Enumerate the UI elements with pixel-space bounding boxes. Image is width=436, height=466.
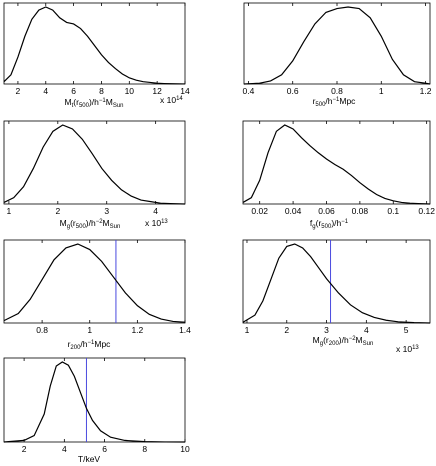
panel-4-tick-label: 0.08 [352, 206, 369, 216]
panel-1-xlabel: Mt(r500)/h−1MSun [65, 97, 124, 109]
panel-1-tick-label: 2 [16, 86, 21, 96]
panel-4-tick-label: 0.12 [418, 206, 435, 216]
panel-7-tick-labels: 2 4 6 8 10 [22, 444, 190, 454]
panel-6-tick-label: 2 [284, 325, 289, 335]
panel-5: 0.8 1 1.2 1.4 r200/h−1Mpc [3, 239, 191, 351]
panel-1-curve [3, 6, 186, 85]
panel-6-tick-label: 4 [364, 325, 369, 335]
panel-2-frame [243, 2, 431, 85]
panel-7-frame [3, 357, 186, 443]
panel-4-frame [242, 120, 431, 205]
panel-4-tick-label: 0.02 [251, 206, 268, 216]
panel-6-xlabel: Mg(r200)/h−2MSun [313, 335, 374, 347]
panel-5-tick-labels: 0.8 1 1.2 1.4 [36, 325, 191, 335]
panel-1-tick-label: 14 [180, 86, 190, 96]
panel-2: 0.4 0.6 0.8 1 1.2 r500/h−1Mpc [243, 2, 432, 108]
panel-4-tick-label: 0.04 [285, 206, 302, 216]
panel-6-exponent: x 1013 [396, 344, 419, 354]
panel-1-frame [3, 2, 186, 85]
panel-5-tick-label: 0.8 [36, 325, 48, 335]
panel-4-tick-label: 0.06 [318, 206, 335, 216]
panel-1-ticks [17, 3, 186, 84]
panel-6-tick-label: 1 [245, 325, 250, 335]
panel-3-tick-labels: 1 2 3 4 [7, 206, 159, 216]
panel-1-tick-label: 6 [71, 86, 76, 96]
panel-1-tick-labels: 2 4 6 8 10 12 14 [16, 86, 190, 96]
panel-6-ticks [246, 240, 407, 323]
panel-3-tick-label: 4 [153, 206, 158, 216]
panel-2-curve [243, 6, 431, 85]
panel-2-ticks [248, 3, 426, 84]
panel-7-tick-label: 8 [142, 444, 147, 454]
panel-1-tick-label: 8 [99, 86, 104, 96]
panel-4-tick-label: 0.1 [387, 206, 399, 216]
panel-4-ticks [259, 121, 428, 204]
panel-4-tick-labels: 0.02 0.04 0.06 0.08 0.1 0.12 [251, 206, 435, 216]
panel-7-curve [3, 361, 186, 443]
panel-3-tick-label: 2 [55, 206, 60, 216]
panel-5-ticks [41, 240, 186, 323]
panel-3-exponent: x 1013 [145, 218, 168, 228]
panel-5-xlabel: r200/h−1Mpc [68, 339, 112, 351]
panel-2-tick-label: 0.6 [287, 86, 299, 96]
panel-6-tick-labels: 1 2 3 4 5 [245, 325, 409, 335]
panel-7-xlabel: T/keV [78, 454, 101, 464]
panel-7: 2 4 6 8 10 T/keV [3, 357, 190, 464]
panel-3-curve [3, 124, 186, 205]
panel-3-ticks [8, 121, 157, 204]
panel-2-xlabel: r500/h−1Mpc [313, 96, 357, 108]
panel-3-frame [3, 120, 186, 205]
panel-7-ticks [23, 358, 186, 442]
panel-1-tick-label: 10 [125, 86, 135, 96]
panel-2-tick-label: 1.2 [420, 86, 432, 96]
panel-1-tick-label: 4 [43, 86, 48, 96]
panel-7-tick-label: 4 [62, 444, 67, 454]
panel-5-curve [3, 243, 186, 323]
panel-4-curve [242, 124, 431, 205]
panel-6-frame [242, 239, 431, 324]
panel-6-curve [242, 243, 431, 324]
panel-7-tick-label: 6 [102, 444, 107, 454]
panel-1-exponent: x 1014 [160, 95, 183, 105]
panel-7-tick-label: 2 [22, 444, 27, 454]
panel-3-xlabel: Mg(r500)/h−2MSun [60, 218, 121, 230]
panel-2-tick-label: 0.8 [331, 86, 343, 96]
panel-5-frame [3, 239, 186, 324]
panel-6-tick-label: 5 [404, 325, 409, 335]
panel-6: 1 2 3 4 5 Mg(r200)/h−2MSun x 1013 [242, 239, 431, 354]
panel-7-tick-label: 10 [180, 444, 190, 454]
panel-5-tick-label: 1.2 [131, 325, 143, 335]
panel-3: 1 2 3 4 Mg(r500)/h−2MSun x 1013 [3, 120, 186, 230]
panel-2-tick-labels: 0.4 0.6 0.8 1 1.2 [243, 86, 432, 96]
panel-4-xlabel: fg(r500)/h−1 [310, 218, 349, 230]
panel-4: 0.02 0.04 0.06 0.08 0.1 0.12 fg(r500)/h−1 [242, 120, 435, 230]
panel-6-tick-label: 3 [324, 325, 329, 335]
panel-5-tick-label: 1.4 [179, 325, 191, 335]
panel-1: 2 4 6 8 10 12 14 Mt(r500)/h−1MSun x 1014 [3, 2, 190, 109]
panel-3-tick-label: 3 [104, 206, 109, 216]
panel-5-tick-label: 1 [87, 325, 92, 335]
panel-2-tick-label: 1 [379, 86, 384, 96]
panel-3-tick-label: 1 [7, 206, 12, 216]
panel-2-tick-label: 0.4 [243, 86, 255, 96]
panel-1-tick-label: 12 [152, 86, 162, 96]
